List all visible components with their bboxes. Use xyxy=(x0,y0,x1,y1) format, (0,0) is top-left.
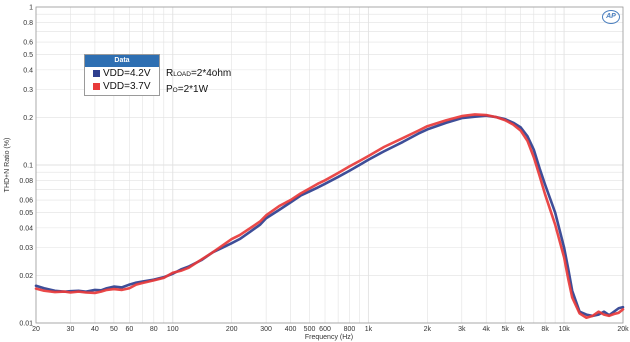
x-tick-label: 1k xyxy=(365,326,373,333)
load-annotation: RLOAD=2*4ohm xyxy=(166,68,231,79)
x-tick-label: 200 xyxy=(226,326,238,333)
x-tick-label: 20k xyxy=(617,326,629,333)
load-value: =2*4ohm xyxy=(190,68,232,79)
x-tick-label: 600 xyxy=(319,326,331,333)
x-tick-label: 400 xyxy=(285,326,297,333)
x-tick-label: 800 xyxy=(344,326,356,333)
x-tick-label: 80 xyxy=(150,326,158,333)
y-tick-label: 0.8 xyxy=(23,20,33,27)
y-tick-label: 1 xyxy=(29,5,33,12)
power-symbol: P xyxy=(166,84,173,95)
power-subscript: O xyxy=(172,87,178,94)
x-tick-label: 100 xyxy=(167,326,179,333)
y-tick-label: 0.3 xyxy=(23,87,33,94)
legend-label: VDD=4.2V xyxy=(103,68,151,79)
legend-swatch-blue xyxy=(93,70,100,77)
x-tick-label: 5k xyxy=(501,326,509,333)
y-tick-label: 0.05 xyxy=(19,210,33,217)
x-tick-label: 2k xyxy=(424,326,432,333)
x-tick-label: 20 xyxy=(32,326,40,333)
x-tick-label: 4k xyxy=(483,326,491,333)
legend-item-vdd-4-2v: VDD=4.2V xyxy=(85,67,159,80)
series-line-vdd-4-2v xyxy=(34,114,625,318)
y-tick-label: 0.5 xyxy=(23,52,33,59)
x-tick-label: 6k xyxy=(517,326,525,333)
plot-frame xyxy=(35,6,624,324)
ap-logo: AP xyxy=(602,10,620,24)
series-lines xyxy=(34,113,625,320)
y-tick-label: 0.1 xyxy=(23,163,33,170)
load-symbol: R xyxy=(166,68,174,79)
x-tick-label: 300 xyxy=(260,326,272,333)
x-axis-title: Frequency (Hz) xyxy=(305,334,353,341)
y-tick-label: 0.2 xyxy=(23,115,33,122)
y-tick-label: 0.01 xyxy=(19,321,33,328)
x-tick-label: 10k xyxy=(558,326,570,333)
x-tick-label: 40 xyxy=(91,326,99,333)
x-tick-label: 50 xyxy=(110,326,118,333)
x-axis-tick-labels: 20 30 40 50 60 80 100 200 300 400 500 600 800 1k 2k 3k 4… xyxy=(32,326,629,333)
series-line-vdd-3-7v xyxy=(34,113,625,320)
x-tick-label: 30 xyxy=(67,326,75,333)
y-tick-label: 0.6 xyxy=(23,40,33,47)
legend-swatch-red xyxy=(93,83,100,90)
y-tick-label: 0.08 xyxy=(19,178,33,185)
y-axis-title: THD+N Ratio (%) xyxy=(4,138,11,193)
x-tick-label: 500 xyxy=(304,326,316,333)
power-value: =2*1W xyxy=(177,84,209,95)
plot-border xyxy=(35,6,624,324)
power-annotation: PO=2*1W xyxy=(166,84,208,95)
y-axis-tick-labels: 1 0.8 0.6 0.5 0.4 0.3 0.2 0.1 0.08 0.06 0.05 0.04 0.… xyxy=(19,5,33,328)
y-tick-label: 0.04 xyxy=(19,225,33,232)
legend-title: Data xyxy=(85,55,159,67)
x-tick-label: 60 xyxy=(125,326,133,333)
y-tick-label: 0.06 xyxy=(19,198,33,205)
y-tick-label: 0.4 xyxy=(23,67,33,74)
y-tick-label: 0.03 xyxy=(19,245,33,252)
load-subscript: LOAD xyxy=(173,71,191,78)
x-tick-label: 3k xyxy=(458,326,466,333)
legend-label: VDD=3.7V xyxy=(103,81,151,92)
legend-item-vdd-3-7v: VDD=3.7V xyxy=(85,80,159,93)
legend: Data VDD=4.2V VDD=3.7V xyxy=(84,54,160,96)
y-tick-label: 0.02 xyxy=(19,273,33,280)
x-tick-label: 8k xyxy=(541,326,549,333)
